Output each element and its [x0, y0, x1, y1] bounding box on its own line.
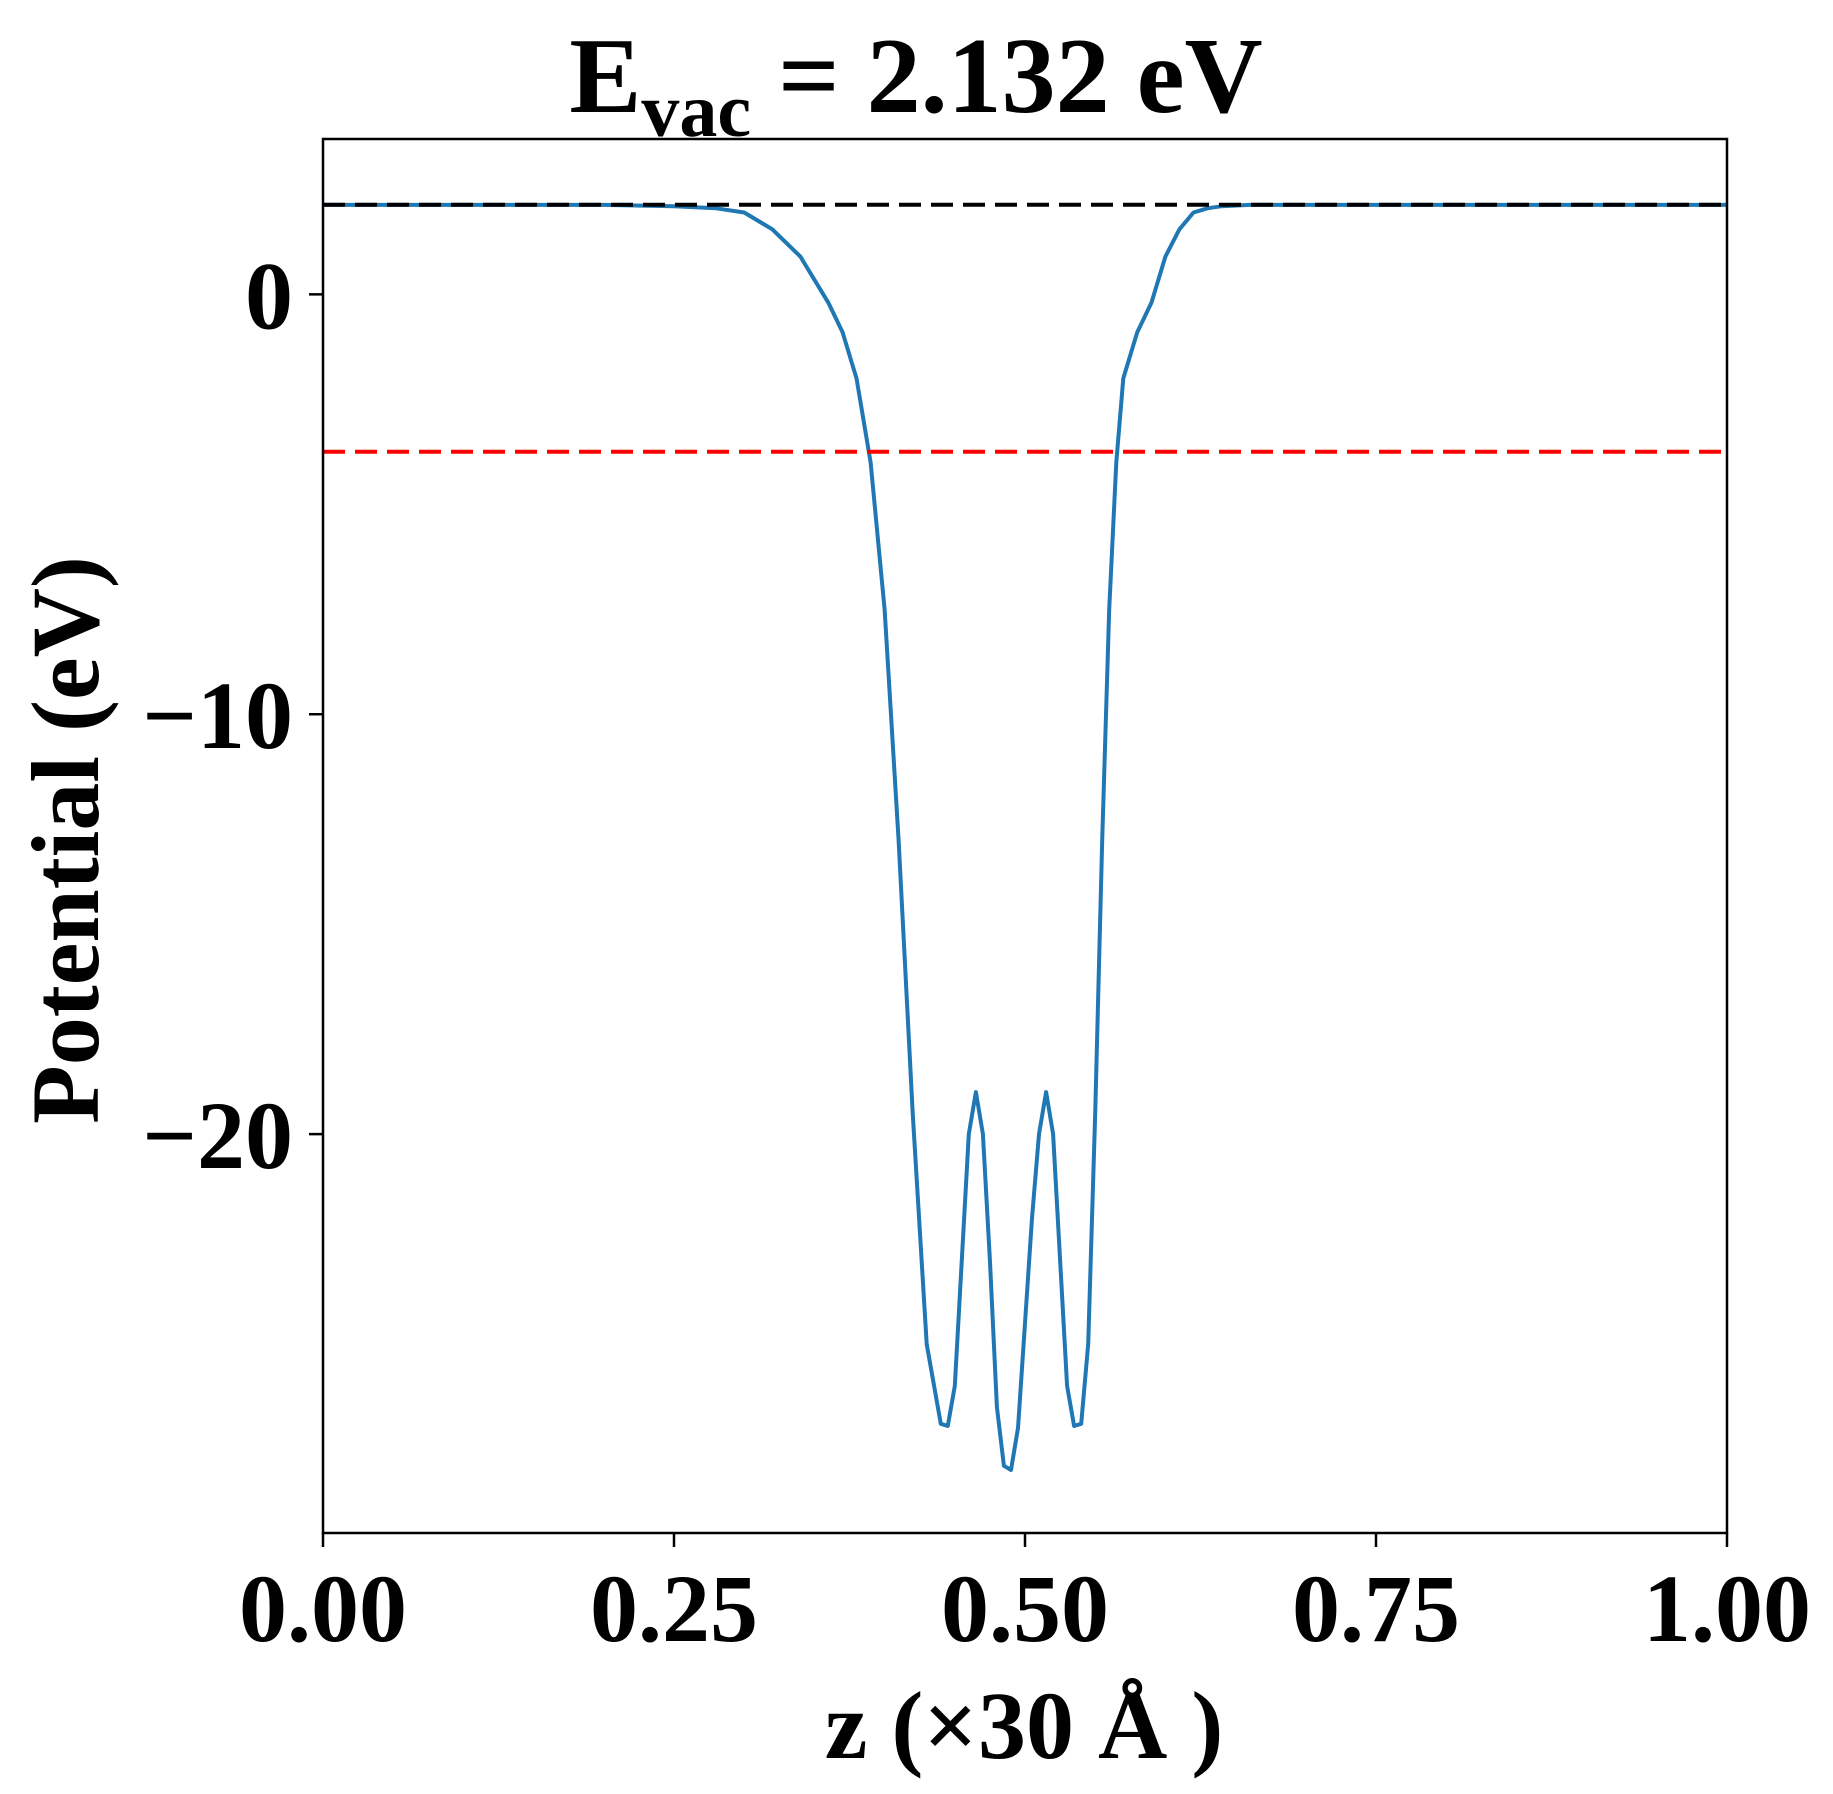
y-tick-label: 0 — [245, 242, 293, 349]
x-tick-label: 0.75 — [1292, 1555, 1460, 1662]
title-base: E — [569, 17, 641, 136]
plot-area — [323, 202, 1727, 1472]
potential-curve — [323, 202, 1727, 1472]
y-axis-label: Potential (eV) — [12, 556, 119, 1124]
chart-title: Evac = 2.132 eV — [569, 17, 1262, 153]
x-tick-label: 0.25 — [590, 1555, 758, 1662]
title-subscript: vac — [641, 69, 751, 153]
x-tick-label: 0.50 — [941, 1555, 1109, 1662]
x-axis-label: z (×30 Å ) — [825, 1672, 1224, 1779]
x-tick-label: 0.00 — [239, 1555, 407, 1662]
title-rest: = 2.132 eV — [751, 17, 1262, 136]
axes: 0.00 0.25 0.50 0.75 1.00 0 −10 −20 — [142, 137, 1811, 1662]
x-tick-label: 1.00 — [1643, 1555, 1811, 1662]
y-tick-label: −10 — [142, 662, 293, 769]
y-tick-label: −20 — [142, 1082, 293, 1189]
